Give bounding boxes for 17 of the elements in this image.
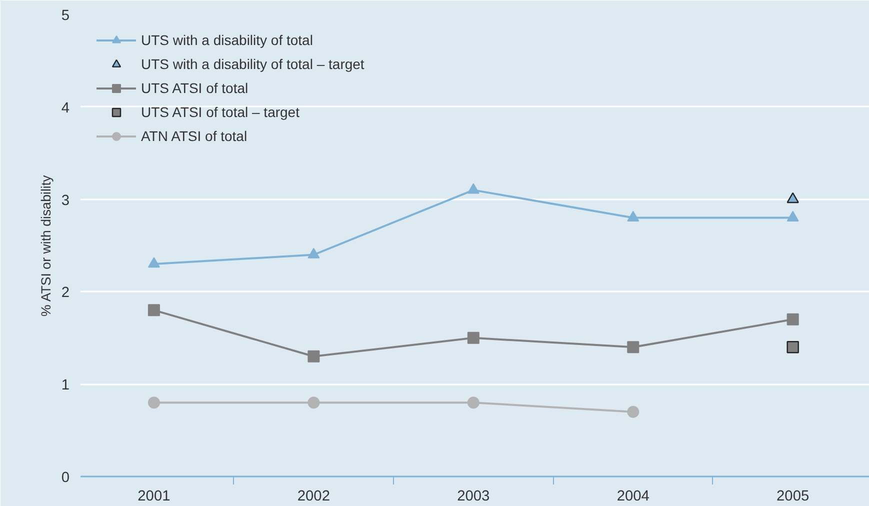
x-tick-label: 2002 [297, 488, 330, 504]
y-tick-label: 0 [61, 470, 70, 486]
x-tick-label: 2001 [138, 488, 170, 504]
y-tick-label: 1 [61, 378, 70, 394]
x-tick-label: 2004 [616, 488, 650, 504]
y-tick-label: 4 [61, 100, 70, 116]
y-tick-label: 5 [61, 8, 70, 24]
legend-label: UTS with a disability of total [141, 32, 313, 48]
legend-label: UTS ATSI of total – target [141, 104, 300, 120]
y-tick-label: 2 [61, 285, 70, 302]
legend-label: UTS ATSI of total [141, 80, 248, 96]
x-tick-label: 2005 [776, 488, 810, 504]
x-tick-label: 2003 [457, 488, 490, 504]
y-tick-label: 3 [61, 192, 70, 209]
legend-label: UTS with a disability of total – target [141, 56, 364, 72]
legend-label: ATN ATSI of total [141, 128, 248, 144]
y-axis-title: % ATSI or with disability [38, 174, 54, 316]
